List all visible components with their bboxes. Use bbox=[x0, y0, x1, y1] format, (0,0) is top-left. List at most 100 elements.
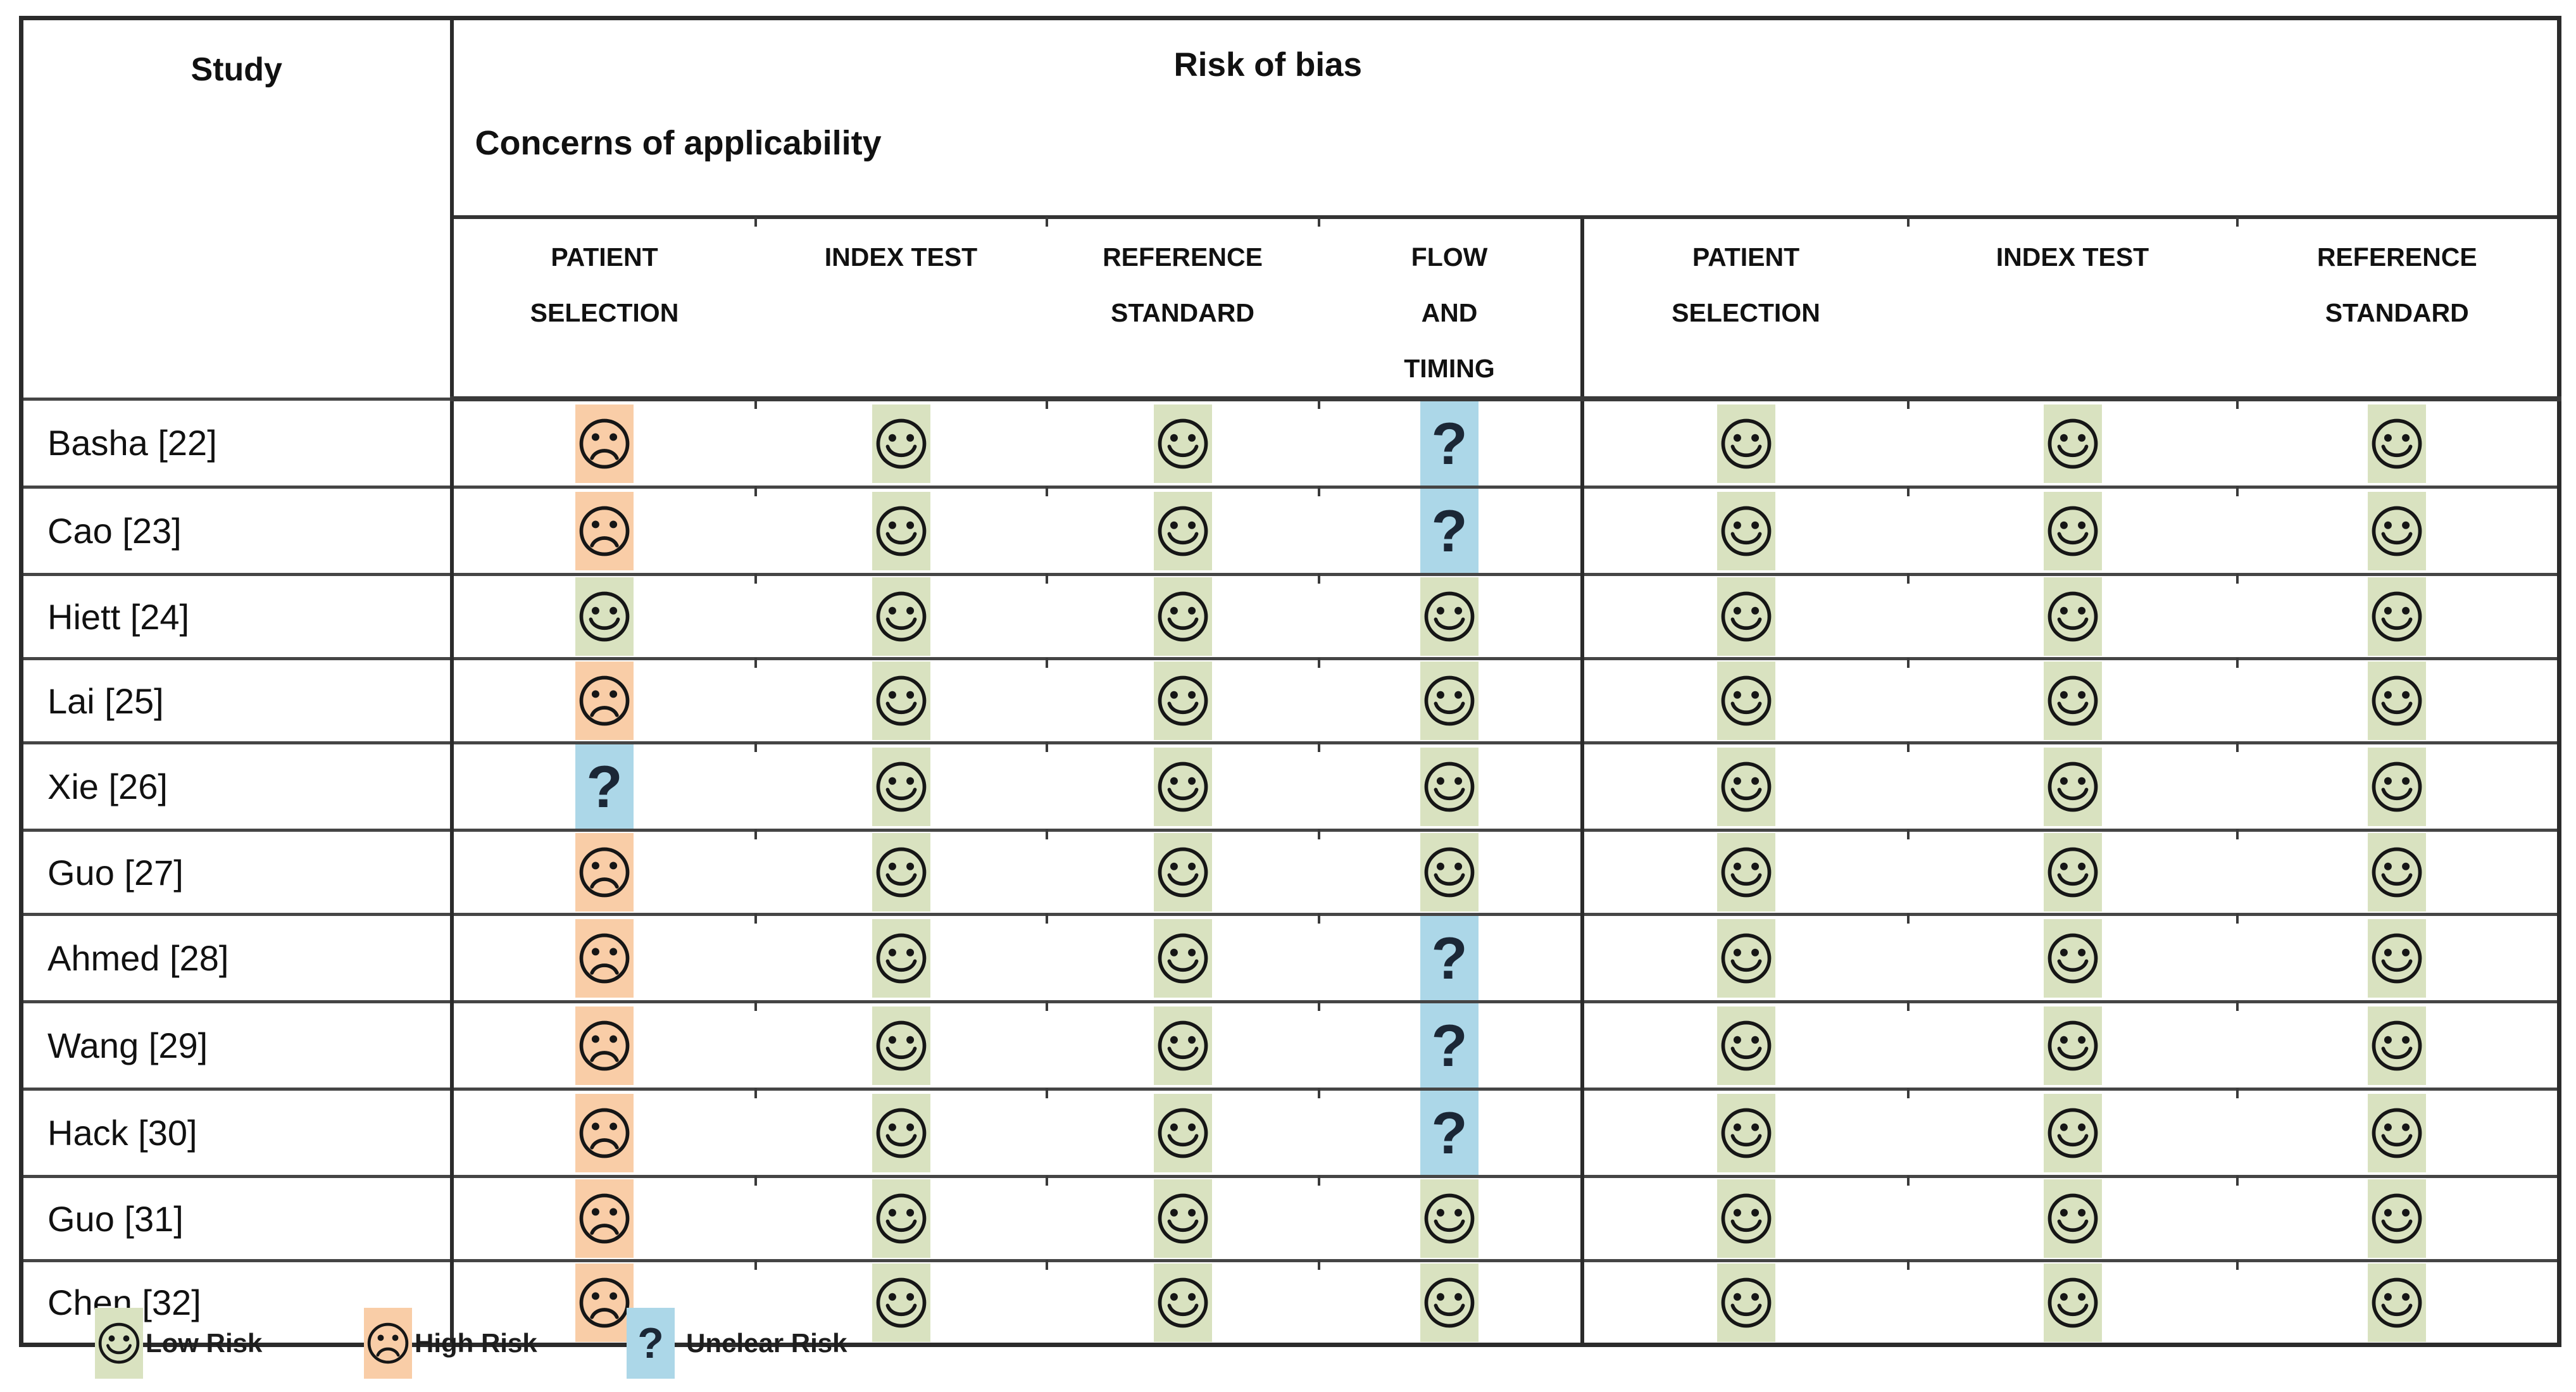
rating-cell-low-risk bbox=[1582, 486, 1908, 575]
smiley-face-icon bbox=[1153, 491, 1212, 570]
table-row: Ahmed [28]? bbox=[21, 913, 2560, 1002]
rating-cell-high-risk bbox=[451, 486, 756, 575]
column-header-flow-and-timing: FLOW AND TIMING bbox=[1317, 215, 1584, 401]
question-mark-icon: ? bbox=[1420, 401, 1479, 486]
study-label: Lai [25] bbox=[21, 657, 454, 743]
smiley-face-icon bbox=[2368, 1006, 2427, 1085]
rating-cell-high-risk bbox=[451, 397, 756, 487]
smiley-face-icon bbox=[872, 1006, 930, 1085]
column-header-patient-selection: PATIENT SELECTION bbox=[451, 217, 756, 401]
concerns-of-applicability-title: Concerns of applicability bbox=[475, 124, 882, 162]
question-mark-icon: ? bbox=[1420, 1003, 1479, 1088]
rating-cell-low-risk bbox=[754, 1000, 1047, 1089]
frowny-face-icon bbox=[364, 1308, 412, 1379]
smiley-face-icon bbox=[1716, 404, 1775, 483]
table-body: Basha [22]? Cao [23]? Hiett [24] Lai [25] Xi… bbox=[21, 397, 2560, 1345]
rating-cell-low-risk bbox=[1317, 657, 1584, 743]
rating-cell-low-risk bbox=[1317, 829, 1584, 915]
rating-cell-unclear-risk: ? bbox=[1317, 397, 1584, 487]
legend-label: Low Risk bbox=[146, 1328, 263, 1358]
smiley-face-icon bbox=[1420, 747, 1479, 826]
rating-cell-low-risk bbox=[754, 573, 1047, 659]
smiley-face-icon bbox=[1420, 662, 1479, 740]
smiley-face-icon bbox=[2368, 833, 2427, 912]
rating-cell-low-risk bbox=[1906, 486, 2237, 575]
rating-cell-low-risk bbox=[1045, 657, 1319, 743]
rating-cell-low-risk bbox=[1582, 397, 1908, 487]
rating-cell-low-risk bbox=[1317, 741, 1584, 831]
smiley-face-icon bbox=[872, 491, 930, 570]
smiley-face-icon bbox=[2368, 1179, 2427, 1258]
rating-cell-low-risk bbox=[1906, 1175, 2237, 1261]
smiley-face-icon bbox=[872, 1093, 930, 1172]
rating-cell-unclear-risk: ? bbox=[1317, 913, 1584, 1002]
rating-cell-low-risk bbox=[754, 1175, 1047, 1261]
rating-cell-low-risk bbox=[1906, 1088, 2237, 1177]
smiley-face-icon bbox=[1716, 662, 1775, 740]
legend: Low Risk High Risk? Unclear Risk bbox=[95, 1308, 1487, 1384]
column-header-reference-standard: REFERENCE STANDARD bbox=[1045, 215, 1319, 401]
smiley-face-icon bbox=[95, 1308, 143, 1379]
legend-item-high-risk: High Risk bbox=[364, 1308, 537, 1379]
smiley-face-icon bbox=[1716, 1093, 1775, 1172]
column-header-index-test-applicability: INDEX TEST bbox=[1906, 215, 2237, 401]
question-mark-icon: ? bbox=[1420, 489, 1479, 573]
study-label: Xie [26] bbox=[21, 741, 454, 831]
smiley-face-icon bbox=[872, 747, 930, 826]
rating-cell-low-risk bbox=[1582, 913, 1908, 1002]
smiley-face-icon bbox=[1153, 1263, 1212, 1342]
smiley-face-icon bbox=[1420, 833, 1479, 912]
column-header-patient-selection-applicability: PATIENT SELECTION bbox=[1582, 217, 1908, 401]
rating-cell-low-risk bbox=[1582, 829, 1908, 915]
rating-cell-low-risk bbox=[1582, 1000, 1908, 1089]
table-row: Basha [22]? bbox=[21, 397, 2560, 487]
risk-of-bias-title: Risk of bias bbox=[1173, 46, 1362, 84]
rating-cell-low-risk bbox=[1045, 1175, 1319, 1261]
frowny-face-icon bbox=[575, 1179, 634, 1258]
smiley-face-icon bbox=[2368, 1263, 2427, 1342]
rating-cell-low-risk bbox=[1582, 1175, 1908, 1261]
smiley-face-icon bbox=[2043, 1093, 2102, 1172]
study-label: Guo [27] bbox=[21, 829, 454, 915]
rating-cell-low-risk bbox=[1045, 913, 1319, 1002]
smiley-face-icon bbox=[1716, 577, 1775, 656]
smiley-face-icon bbox=[2043, 1179, 2102, 1258]
table-row: Chen [32] bbox=[21, 1259, 2560, 1345]
study-label: Chen [32] bbox=[21, 1259, 454, 1345]
rating-cell-low-risk bbox=[1582, 1088, 1908, 1177]
smiley-face-icon bbox=[2043, 1263, 2102, 1342]
rating-cell-low-risk bbox=[2235, 913, 2560, 1002]
smiley-face-icon bbox=[2043, 662, 2102, 740]
rating-cell-low-risk bbox=[1045, 397, 1319, 487]
smiley-face-icon bbox=[2043, 833, 2102, 912]
smiley-face-icon bbox=[2043, 577, 2102, 656]
study-label: Hiett [24] bbox=[21, 573, 454, 659]
column-header-row: PATIENT SELECTION INDEX TEST REFERENCE STAND… bbox=[22, 215, 2560, 401]
smiley-face-icon bbox=[2368, 747, 2427, 826]
rating-cell-low-risk bbox=[1906, 657, 2237, 743]
rating-cell-high-risk bbox=[451, 1000, 756, 1089]
frowny-face-icon bbox=[575, 833, 634, 912]
rating-cell-high-risk bbox=[451, 657, 756, 743]
smiley-face-icon bbox=[1153, 577, 1212, 656]
table-row: Guo [31] bbox=[21, 1175, 2560, 1261]
smiley-face-icon bbox=[2368, 1093, 2427, 1172]
rating-cell-low-risk bbox=[1582, 741, 1908, 831]
smiley-face-icon bbox=[872, 1263, 930, 1342]
rating-cell-low-risk bbox=[2235, 1088, 2560, 1177]
rating-cell-high-risk bbox=[451, 1259, 756, 1345]
rating-cell-low-risk bbox=[2235, 573, 2560, 659]
rating-cell-unclear-risk: ? bbox=[1317, 486, 1584, 575]
header-banner-row: Study Risk of bias Concerns of applicabi… bbox=[21, 18, 2560, 399]
smiley-face-icon bbox=[1153, 662, 1212, 740]
smiley-face-icon bbox=[1153, 1093, 1212, 1172]
rating-cell-low-risk bbox=[1906, 1259, 2237, 1345]
rating-cell-high-risk bbox=[451, 1088, 756, 1177]
rating-cell-low-risk bbox=[2235, 657, 2560, 743]
table-row: Hiett [24] bbox=[21, 573, 2560, 659]
smiley-face-icon bbox=[1153, 404, 1212, 483]
smiley-face-icon bbox=[1716, 1179, 1775, 1258]
frowny-face-icon bbox=[575, 662, 634, 740]
smiley-face-icon bbox=[2043, 404, 2102, 483]
